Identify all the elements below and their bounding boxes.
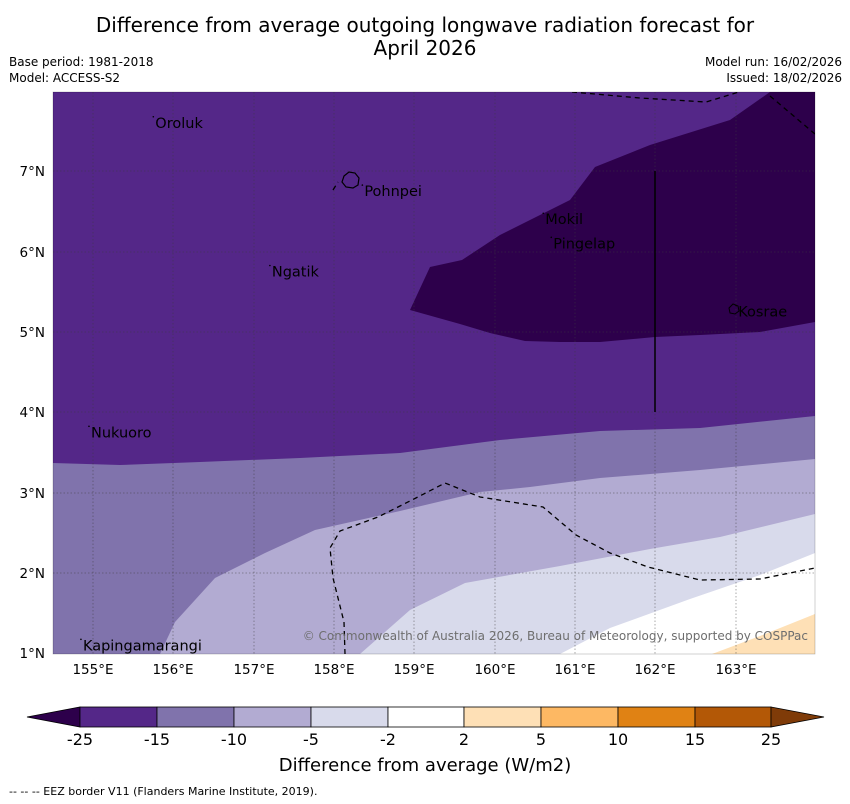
issued-date: Issued: 18/02/2026 (726, 71, 842, 85)
place-marker (88, 425, 90, 428)
model-name: Model: ACCESS-S2 (9, 71, 121, 85)
colorbar-swatch (79, 706, 158, 728)
plot-frame (52, 91, 816, 655)
base-period: Base period: 1981-2018 (9, 55, 154, 69)
eez-footnote: -- -- -- EEZ border V11 (Flanders Marine… (9, 785, 318, 798)
place-label: Nukuoro (91, 425, 152, 441)
place-marker (361, 184, 364, 186)
lon-tick-label: 160°E (474, 662, 515, 678)
place-label: Pohnpei (364, 184, 422, 200)
colorbar-swatch (310, 706, 389, 728)
colorbar-tick-label: 5 (536, 730, 546, 749)
place-marker (152, 115, 155, 118)
colorbar-tick-label: 25 (761, 730, 781, 749)
chart-title-line-1: Difference from average outgoing longwav… (95, 13, 755, 37)
meta-left: Base period: 1981-2018 Model: ACCESS-S2 (9, 54, 154, 86)
colorbar-swatch (156, 706, 235, 728)
lat-tick-label: 2°N (20, 566, 45, 582)
place-marker (80, 638, 82, 641)
place-marker (735, 304, 737, 307)
pohnpei-island-shape (341, 171, 360, 189)
map-plot-area: Oroluk Pohnpei Mokil Pingelap Ngatik Kosrae Nu… (53, 92, 815, 654)
kosrae-island-shape (728, 303, 740, 315)
longitude-axis: 155°E 156°E 157°E 158°E 159°E 160°E 161°… (72, 662, 756, 678)
lon-tick-label: 162°E (634, 662, 675, 678)
colorbar-swatch (387, 706, 465, 728)
lon-tick-label: 161°E (554, 662, 595, 678)
region-minus2-to-2 (560, 553, 815, 654)
eez-borders (329, 92, 815, 654)
chart-title-line-2: April 2026 (373, 36, 477, 60)
latitude-axis: 7°N 6°N 5°N 4°N 3°N 2°N 1°N (20, 164, 45, 662)
place-label: Pingelap (553, 236, 615, 252)
place-label: Mokil (545, 212, 583, 228)
colorbar-swatch (463, 706, 542, 728)
lat-tick-label: 4°N (20, 405, 45, 421)
lon-tick-label: 159°E (393, 662, 434, 678)
copyright-text: © Commonwealth of Australia 2026, Bureau… (303, 629, 808, 643)
colorbar-tick-label: -5 (303, 730, 319, 749)
place-marker (550, 236, 553, 239)
colorbar (26, 706, 825, 728)
model-run: Model run: 16/02/2026 (704, 55, 842, 69)
eez-border-north (571, 92, 815, 135)
lat-tick-label: 1°N (20, 646, 45, 662)
place-label: Kosrae (738, 305, 787, 321)
colorbar-extend-high (770, 706, 825, 728)
region-2-to-5 (712, 614, 815, 654)
colorbar-tick-label: 10 (608, 730, 628, 749)
eez-border-west-pohnpei (332, 181, 339, 191)
lat-tick-label: 6°N (20, 245, 45, 261)
colorbar-title: Difference from average (W/m2) (278, 755, 572, 776)
lat-tick-label: 7°N (20, 164, 45, 180)
place-label: Ngatik (272, 265, 320, 281)
colorbar-tick-label: -10 (221, 730, 247, 749)
lat-tick-label: 3°N (20, 486, 45, 502)
colorbar-swatch (233, 706, 312, 728)
colorbar-extend-low (26, 706, 81, 728)
colorbar-swatch (617, 706, 696, 728)
lon-tick-label: 157°E (233, 662, 274, 678)
lon-tick-label: 156°E (152, 662, 193, 678)
colorbar-tick-label: -25 (67, 730, 93, 749)
place-marker (542, 212, 545, 215)
place-marker (269, 264, 271, 267)
colorbar-tick-label: 15 (685, 730, 705, 749)
colorbar-swatch (694, 706, 772, 728)
colorbar-tick-label: -15 (144, 730, 170, 749)
lon-tick-label: 155°E (72, 662, 113, 678)
lat-tick-label: 5°N (20, 325, 45, 341)
eez-border-south (329, 482, 815, 654)
colorbar-tick-label: -2 (380, 730, 396, 749)
place-label: Kapingamarangi (83, 638, 202, 654)
colorbar-ticks: -25 -15 -10 -5 -2 2 5 10 15 25 (67, 730, 781, 749)
place-label: Oroluk (155, 116, 203, 132)
colorbar-swatch (540, 706, 619, 728)
region-below-minus25 (410, 92, 815, 342)
lon-tick-label: 163°E (715, 662, 756, 678)
lon-tick-label: 158°E (313, 662, 354, 678)
colorbar-tick-label: 2 (459, 730, 469, 749)
meta-right: Model run: 16/02/2026 Issued: 18/02/2026 (705, 54, 842, 86)
chart-title: Difference from average outgoing longwav… (0, 14, 850, 60)
